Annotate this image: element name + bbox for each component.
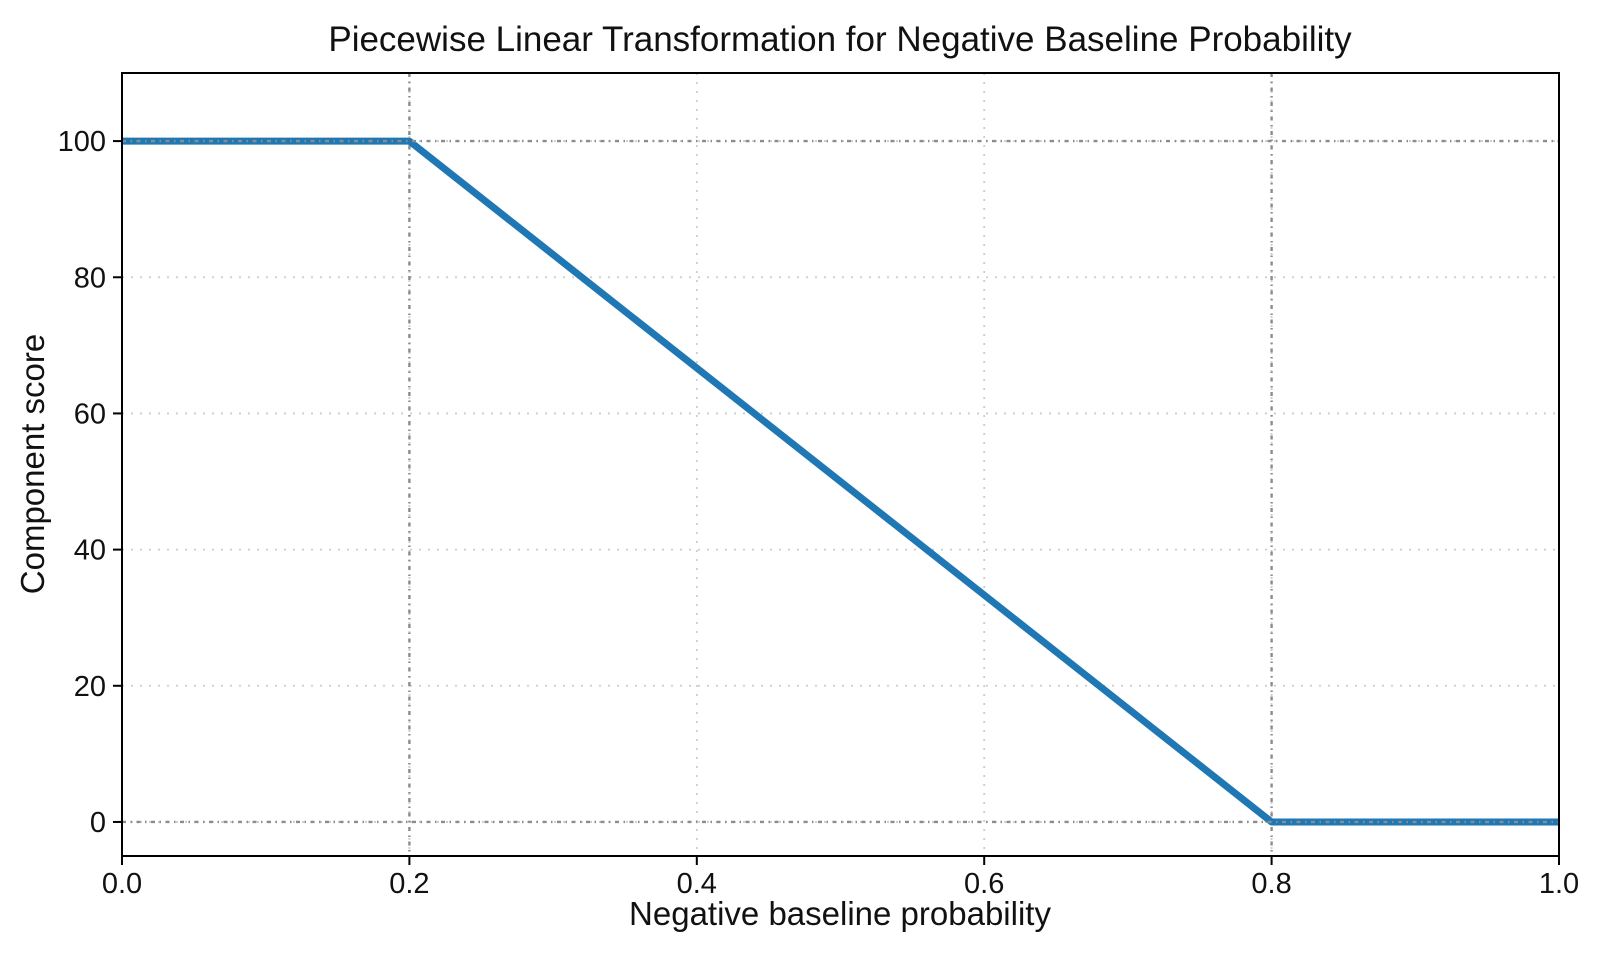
grid-layer (121, 73, 1560, 856)
tick-mark-layer (113, 140, 1560, 865)
y-axis-label: Component score (14, 334, 51, 594)
x-tick-label: 0.6 (964, 868, 1004, 900)
x-axis-label: Negative baseline probability (629, 895, 1051, 932)
y-tick-label: 20 (74, 671, 106, 703)
y-tick-label: 0 (90, 807, 106, 839)
y-tick-label: 80 (74, 262, 106, 294)
chart-title: Piecewise Linear Transformation for Nega… (328, 20, 1352, 59)
x-tick-label: 0.0 (102, 868, 142, 900)
y-tick-label: 40 (74, 535, 106, 567)
axes-spine (121, 72, 1560, 857)
horizontal-reference-layer (122, 139, 1559, 824)
vertical-reference-layer (408, 73, 1273, 856)
series-line-component-score (122, 137, 1559, 826)
x-tick-label: 1.0 (1539, 868, 1579, 900)
axes-spine-layer (121, 72, 1560, 857)
y-tick-label: 60 (74, 398, 106, 430)
tick-label-layer: 0.0 0.2 0.4 0.6 0.8 1.0 0 20 40 60 80 100 (58, 126, 1580, 900)
x-tick-label: 0.2 (389, 868, 429, 900)
x-tick-label: 0.4 (677, 868, 717, 900)
series-layer (122, 137, 1559, 826)
x-tick-label: 0.8 (1251, 868, 1291, 900)
y-tick-label: 100 (58, 126, 106, 158)
